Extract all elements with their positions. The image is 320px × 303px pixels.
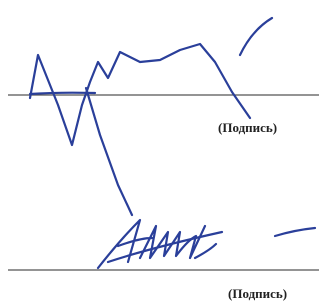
signature-stroke xyxy=(275,228,315,236)
signature-stroke xyxy=(86,88,132,215)
page: {"signatures": [{"label": "(Подпись)"}, … xyxy=(0,0,319,303)
signature-label: (Подпись) xyxy=(228,286,287,301)
signature-label: (Подпись) xyxy=(218,120,277,135)
handwritten-signature xyxy=(98,220,216,268)
signature-sheet: (Подпись) (Подпись) xyxy=(0,0,319,303)
signature-stroke xyxy=(30,93,95,94)
signature-stroke xyxy=(240,18,272,55)
